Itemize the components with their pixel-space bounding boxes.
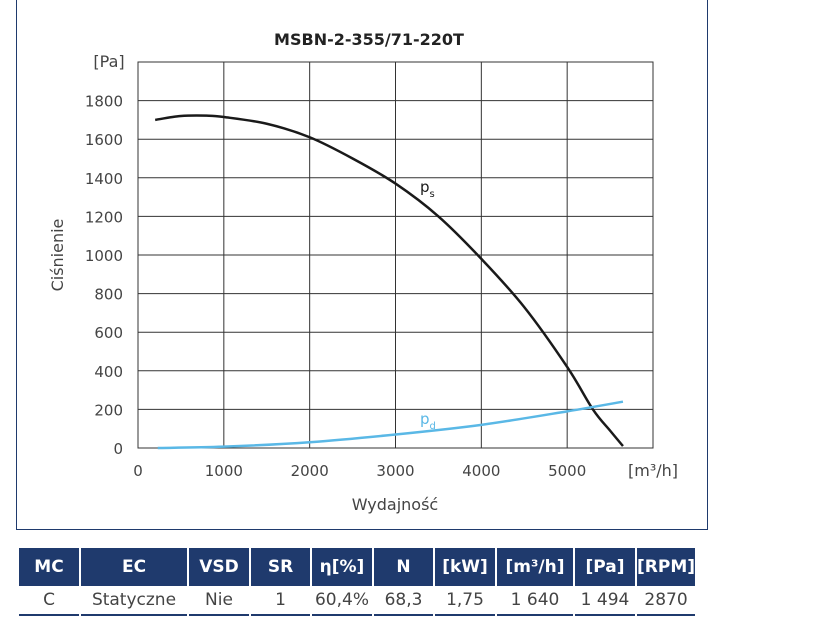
x-tick-label: 5000 xyxy=(548,462,586,480)
header-pressure: [Pa] xyxy=(575,548,635,586)
y-tick-label: 1200 xyxy=(85,208,123,226)
header-vsd: VSD xyxy=(189,548,249,586)
header-n: N xyxy=(374,548,433,586)
y-tick-label: 1000 xyxy=(85,247,123,265)
x-tick-label: 0 xyxy=(133,462,143,480)
y-tick-label: 0 xyxy=(113,440,123,458)
cell-mc: C xyxy=(19,586,79,616)
x-unit-label: [m³/h] xyxy=(628,461,678,480)
header-kw: [kW] xyxy=(435,548,495,586)
cell-ec: Statyczne xyxy=(81,586,187,616)
header-mc: MC xyxy=(19,548,79,586)
y-tick-label: 400 xyxy=(94,363,123,381)
spec-table: MC EC VSD SR η[%] N [kW] [m³/h] [Pa] [RP… xyxy=(17,548,697,616)
y-tick-label: 800 xyxy=(94,286,123,304)
y-tick-label: 200 xyxy=(94,401,123,419)
series-label-pd: pd xyxy=(420,410,436,432)
y-tick-label: 1800 xyxy=(85,93,123,111)
y-unit-label: [Pa] xyxy=(93,52,124,71)
chart: MSBN-2-355/71-220T [Pa] [m³/h] Wydajność… xyxy=(48,30,678,514)
cell-pressure: 1 494 xyxy=(575,586,635,616)
cell-kw: 1,75 xyxy=(435,586,495,616)
header-ec: EC xyxy=(81,548,187,586)
series: ps pd xyxy=(154,114,624,450)
series-line-ps xyxy=(154,114,624,447)
tick-labels: 0 1000 2000 3000 4000 5000 0 200 400 600 800 1000 12… xyxy=(85,93,586,480)
header-rpm: [RPM] xyxy=(637,548,696,586)
header-airflow: [m³/h] xyxy=(497,548,573,586)
x-tick-label: 2000 xyxy=(291,462,329,480)
header-sr: SR xyxy=(251,548,310,586)
x-axis-label: Wydajność xyxy=(352,495,438,514)
y-axis-label: Ciśnienie xyxy=(48,219,67,292)
grid xyxy=(137,61,654,449)
cell-airflow: 1 640 xyxy=(497,586,573,616)
table-row: C Statyczne Nie 1 60,4% 68,3 1,75 1 640 … xyxy=(19,586,696,616)
y-tick-label: 600 xyxy=(94,324,123,342)
chart-title: MSBN-2-355/71-220T xyxy=(274,30,464,49)
x-tick-label: 4000 xyxy=(462,462,500,480)
chart-frame: MSBN-2-355/71-220T [Pa] [m³/h] Wydajność… xyxy=(16,0,708,530)
x-tick-label: 1000 xyxy=(205,462,243,480)
cell-n: 68,3 xyxy=(374,586,433,616)
cell-rpm: 2870 xyxy=(637,586,696,616)
series-line-pd xyxy=(157,400,624,450)
cell-vsd: Nie xyxy=(189,586,249,616)
table-header-row: MC EC VSD SR η[%] N [kW] [m³/h] [Pa] [RP… xyxy=(19,548,696,586)
y-tick-label: 1600 xyxy=(85,131,123,149)
y-tick-label: 1400 xyxy=(85,170,123,188)
header-efficiency: η[%] xyxy=(312,548,372,586)
series-label-ps: ps xyxy=(420,178,435,200)
cell-sr: 1 xyxy=(251,586,310,616)
cell-efficiency: 60,4% xyxy=(312,586,372,616)
x-tick-label: 3000 xyxy=(376,462,414,480)
